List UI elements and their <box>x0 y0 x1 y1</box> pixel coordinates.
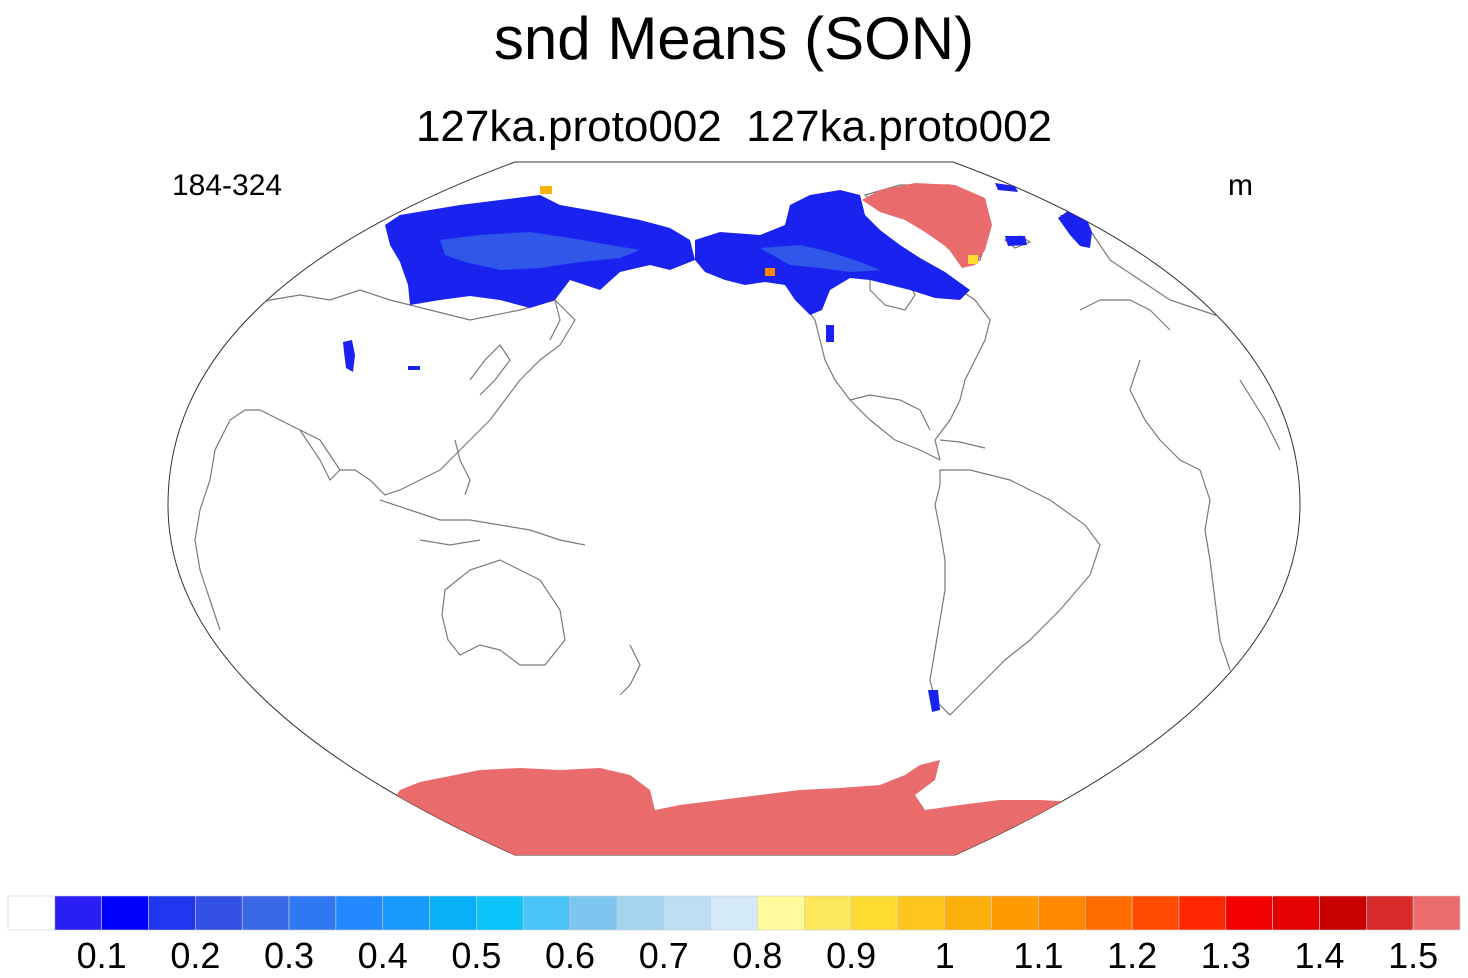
north-america-snow-mid <box>760 245 880 272</box>
colorbar-swatch <box>1319 895 1367 931</box>
colorbar-swatch <box>1131 895 1180 931</box>
colorbar-tick-label: 0.2 <box>170 935 220 976</box>
snow-hotspot <box>765 268 775 276</box>
colorbar-swatch <box>195 895 243 931</box>
colorbar-swatch <box>335 895 384 931</box>
colorbar-swatch <box>850 895 899 931</box>
colorbar-tick-label: 1.5 <box>1388 935 1438 976</box>
coastlines <box>194 184 1281 819</box>
colorbar-swatch <box>616 895 665 931</box>
colorbar-swatch <box>1366 895 1414 931</box>
colorbar-swatch <box>148 895 196 931</box>
colorbar-swatch <box>1225 895 1273 931</box>
colorbar-swatch <box>54 895 102 931</box>
iceland-snow <box>1005 236 1027 246</box>
colorbar-tick-label: 1.1 <box>1013 935 1063 976</box>
colorbar-swatch <box>757 895 805 931</box>
colorbar-tick-label: 0.7 <box>639 935 689 976</box>
colorbar-tick-label: 0.3 <box>264 935 314 976</box>
snow-hotspot <box>968 255 978 264</box>
colorbar-swatch <box>7 895 56 931</box>
north-america-snow <box>695 190 970 315</box>
colorbar-swatch <box>101 895 149 931</box>
colorbar: 0.1 0.2 0.3 0.4 0.5 0.6 0.7 0.8 0.9 1 1.1 1.2 1.3 1.4… <box>7 895 1461 976</box>
colorbar-tick-label: 0.9 <box>826 935 876 976</box>
colorbar-tick-label: 1.4 <box>1294 935 1344 976</box>
colorbar-swatch <box>1084 895 1133 931</box>
colorbar-tick-label: 1.2 <box>1107 935 1157 976</box>
colorbar-swatch <box>944 895 992 931</box>
colorbar-tick-label: 0.1 <box>77 935 127 976</box>
colorbar-tick-label: 0.4 <box>358 935 408 976</box>
map-subtitle: 127ka.proto002 127ka.proto002 <box>415 102 1053 151</box>
colorbar-swatch <box>522 895 571 931</box>
units-label: m <box>1228 169 1253 202</box>
colorbar-tick-label: 1.3 <box>1201 935 1251 976</box>
colorbar-swatch <box>429 895 477 931</box>
colorbar-tick-label: 0.8 <box>732 935 782 976</box>
asia-snow-dot <box>408 366 420 370</box>
colorbar-swatch <box>1038 895 1086 931</box>
colorbar-swatch <box>1272 895 1320 931</box>
colorbar-tick-label: 0.5 <box>451 935 501 976</box>
antarctica-snow <box>390 760 1080 855</box>
colorbar-swatch <box>897 895 946 931</box>
time-range-label: 184-324 <box>172 169 283 202</box>
colorbar-swatch <box>1178 895 1227 931</box>
asia-snow-patch <box>343 340 355 372</box>
colorbar-swatch <box>803 895 852 931</box>
colorbar-swatch <box>382 895 430 931</box>
colorbar-swatch <box>476 895 524 931</box>
colorbar-tick-label: 1 <box>935 935 955 976</box>
snow-hotspot <box>540 186 552 194</box>
eurasia-snow-mid <box>440 232 640 270</box>
greenland-snow <box>862 183 992 268</box>
colorbar-swatch <box>710 895 758 931</box>
map-title: snd Means (SON) <box>493 5 975 72</box>
colorbar-swatch <box>991 895 1039 931</box>
colorbar-swatch <box>663 895 711 931</box>
svalbard-snow <box>995 183 1018 192</box>
colorbar-swatch <box>288 895 337 931</box>
colorbar-swatch <box>241 895 290 931</box>
colorbar-swatch <box>1412 895 1461 931</box>
andes-snow <box>928 690 940 712</box>
colorbar-swatch <box>569 895 618 931</box>
rockies-snow-patch <box>826 325 834 342</box>
colorbar-tick-label: 0.6 <box>545 935 595 976</box>
